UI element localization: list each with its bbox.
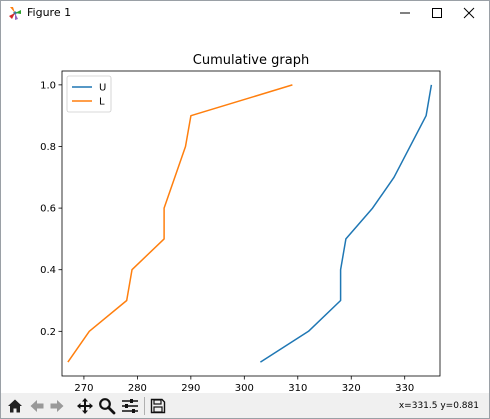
y-tick-label: 0.2 bbox=[40, 327, 56, 338]
maximize-icon bbox=[432, 8, 442, 18]
pan-button[interactable] bbox=[75, 396, 95, 416]
forward-arrow-icon bbox=[50, 400, 64, 412]
back-arrow-icon bbox=[30, 400, 44, 412]
y-tick-label: 1.0 bbox=[40, 80, 56, 91]
x-tick-label: 330 bbox=[395, 383, 414, 391]
save-icon bbox=[150, 398, 166, 414]
series-lines bbox=[67, 84, 433, 363]
pan-icon bbox=[77, 398, 93, 414]
maximize-button[interactable] bbox=[421, 1, 453, 25]
legend-label-l: L bbox=[99, 97, 105, 108]
navigation-toolbar: x=331.5 y=0.881 bbox=[1, 393, 489, 418]
x-tick-label: 280 bbox=[128, 383, 147, 391]
home-icon bbox=[8, 399, 22, 413]
toolbar-separator bbox=[144, 397, 145, 415]
minimize-icon bbox=[400, 12, 410, 14]
y-tick-label: 0.4 bbox=[40, 265, 56, 276]
legend-box bbox=[66, 75, 112, 113]
close-icon bbox=[463, 7, 475, 19]
x-tick-label: 270 bbox=[74, 383, 93, 391]
cumulative-chart: Cumulative graph 0.20.40.60.81.0 270 280 2… bbox=[40, 53, 441, 394]
series-line-l bbox=[67, 84, 293, 363]
x-axis: 270 280 290 300 310 320 330 bbox=[74, 376, 414, 394]
minimize-button[interactable] bbox=[389, 1, 421, 25]
cursor-coordinates: x=331.5 y=0.881 bbox=[398, 401, 479, 411]
y-tick-label: 0.8 bbox=[40, 142, 56, 153]
plot-area[interactable]: Cumulative graph 0.2 0.4 0.6 0.8 1.0 270 280 2… bbox=[1, 41, 489, 394]
close-button[interactable] bbox=[453, 1, 485, 25]
legend-label-u: U bbox=[99, 83, 106, 94]
axes-frame bbox=[61, 70, 441, 377]
back-button[interactable] bbox=[27, 396, 47, 416]
forward-button[interactable] bbox=[47, 396, 67, 416]
x-tick-label: 300 bbox=[235, 383, 254, 391]
matplotlib-icon bbox=[9, 7, 21, 20]
legend: UL bbox=[66, 75, 112, 113]
configure-subplots-icon bbox=[122, 399, 138, 413]
zoom-button[interactable] bbox=[97, 396, 117, 416]
x-tick-label: 310 bbox=[288, 383, 307, 391]
series-line-u bbox=[259, 84, 433, 363]
y-tick-label: 0.6 bbox=[40, 204, 56, 215]
configure-subplots-button[interactable] bbox=[120, 396, 140, 416]
save-button[interactable] bbox=[148, 396, 168, 416]
home-button[interactable] bbox=[5, 396, 25, 416]
title-bar[interactable]: Figure 1 bbox=[1, 1, 489, 25]
zoom-icon bbox=[99, 398, 116, 415]
y-axis: 0.2 0.4 0.6 0.8 1.0 bbox=[40, 80, 62, 338]
window-title: Figure 1 bbox=[27, 6, 72, 19]
x-tick-label: 290 bbox=[181, 383, 200, 391]
chart-title: Cumulative graph bbox=[193, 53, 309, 68]
x-tick-label: 320 bbox=[342, 383, 361, 391]
